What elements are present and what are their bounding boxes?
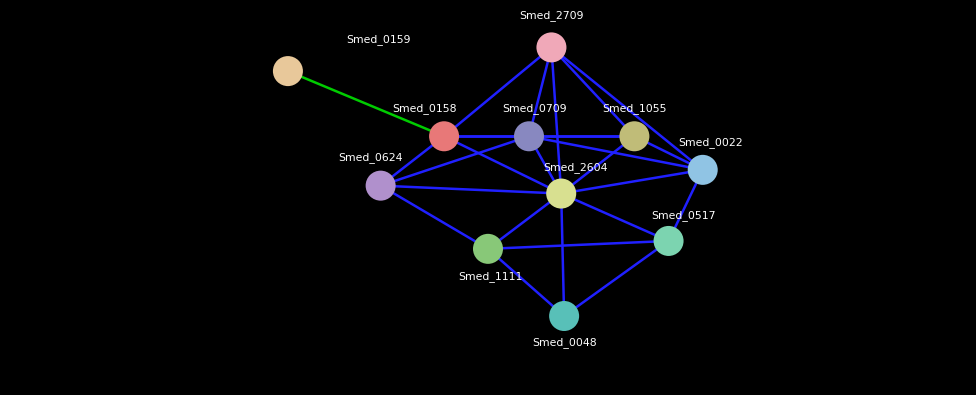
Text: Smed_0159: Smed_0159: [346, 34, 411, 45]
Ellipse shape: [549, 301, 579, 331]
Text: Smed_0022: Smed_0022: [678, 137, 743, 149]
Text: Smed_0709: Smed_0709: [503, 103, 567, 114]
Ellipse shape: [620, 121, 649, 151]
Ellipse shape: [688, 155, 717, 185]
Text: Smed_0048: Smed_0048: [532, 337, 596, 348]
Text: Smed_0517: Smed_0517: [651, 210, 715, 221]
Ellipse shape: [273, 56, 303, 86]
Text: Smed_1055: Smed_1055: [602, 103, 667, 114]
Text: Smed_1111: Smed_1111: [458, 271, 522, 282]
Ellipse shape: [547, 179, 576, 209]
Ellipse shape: [429, 121, 459, 151]
Text: Smed_0624: Smed_0624: [339, 152, 403, 164]
Ellipse shape: [473, 234, 503, 264]
Ellipse shape: [537, 32, 566, 62]
Text: Smed_2709: Smed_2709: [519, 10, 584, 21]
Text: Smed_2604: Smed_2604: [544, 162, 608, 173]
Ellipse shape: [654, 226, 683, 256]
Text: Smed_0158: Smed_0158: [392, 103, 457, 114]
Ellipse shape: [514, 121, 544, 151]
Ellipse shape: [366, 171, 395, 201]
